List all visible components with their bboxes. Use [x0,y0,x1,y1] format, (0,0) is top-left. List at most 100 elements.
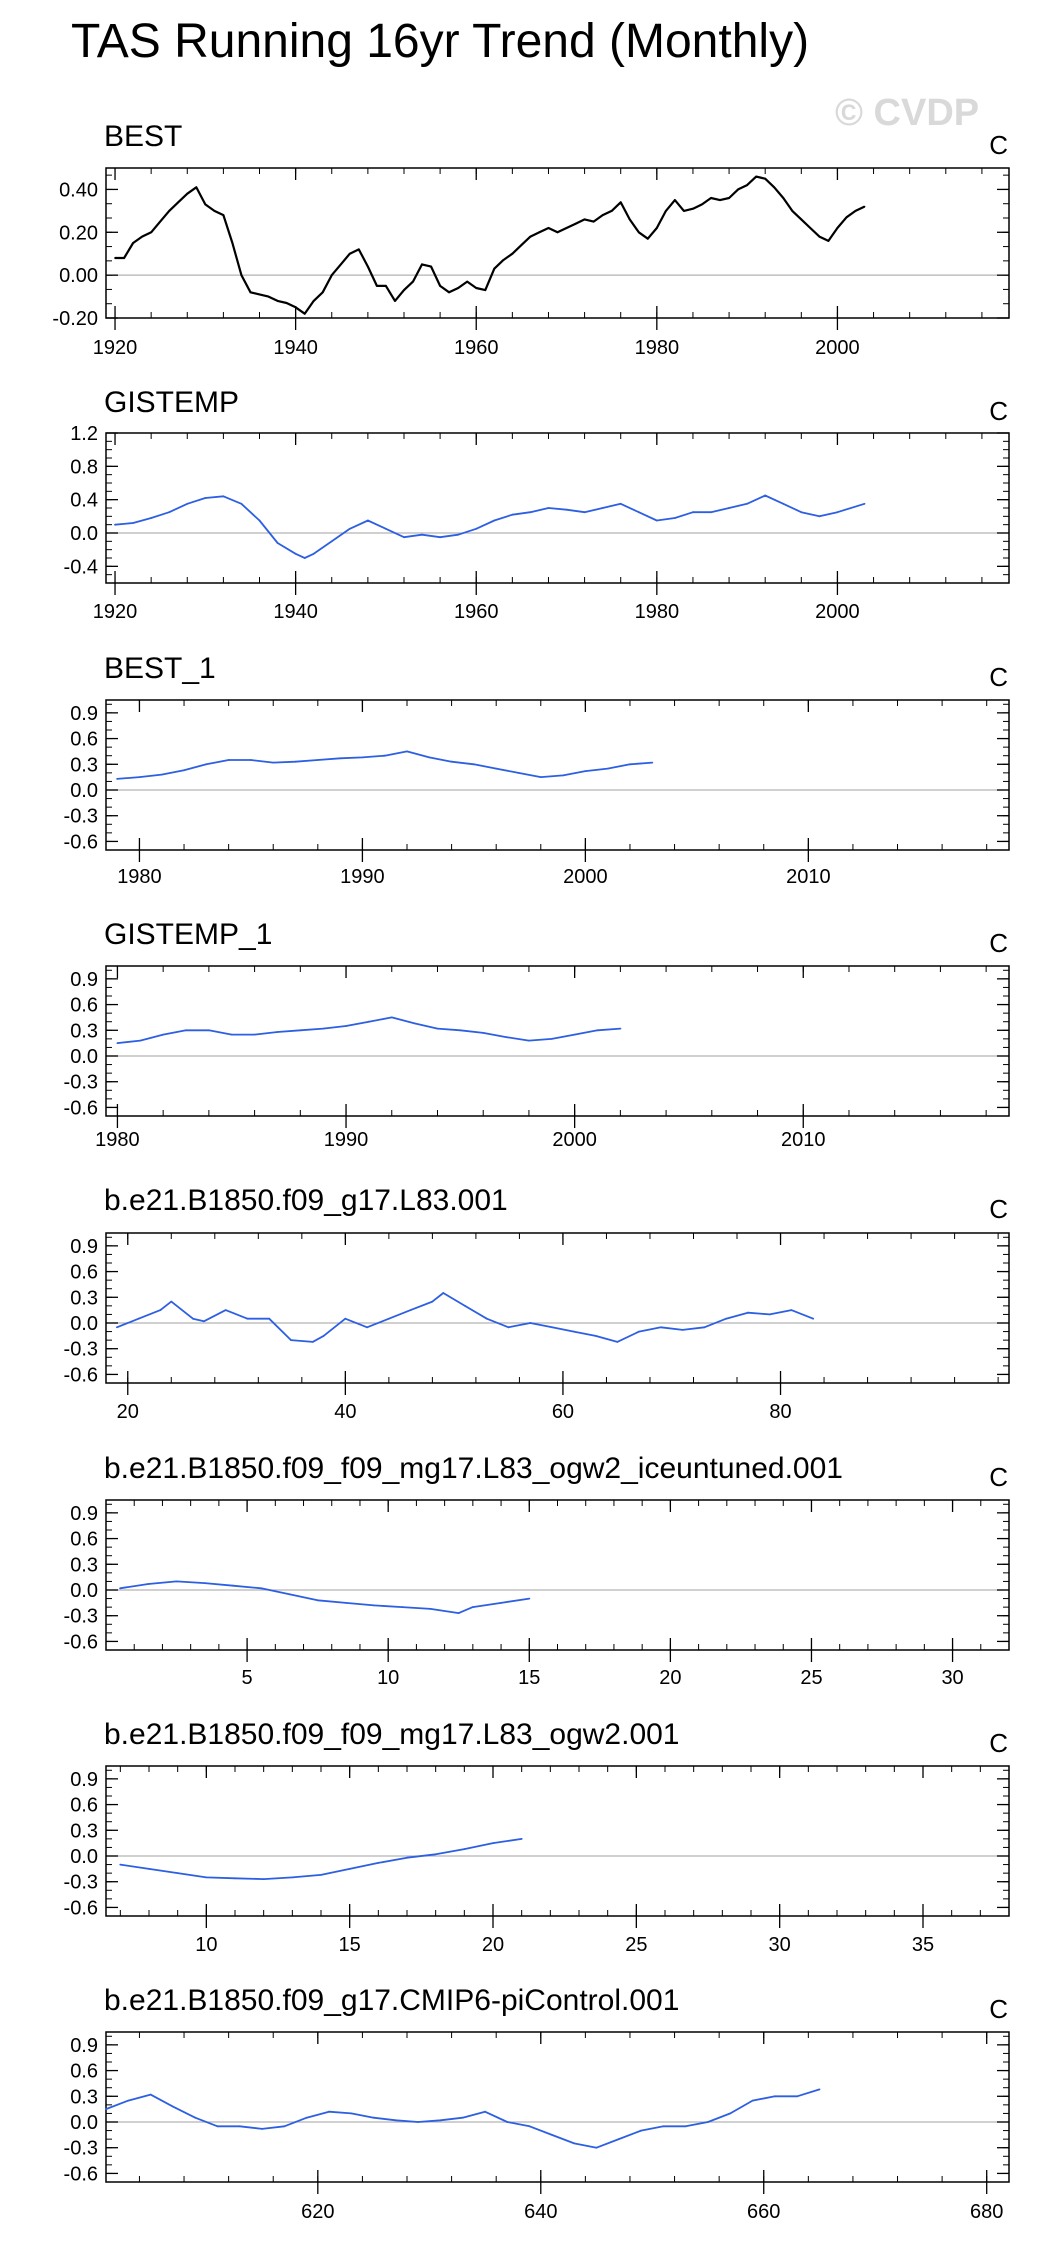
data-point [592,220,595,223]
data-point [417,2121,419,2123]
data-point [529,511,532,514]
data-point [448,291,450,294]
data-point [818,235,821,238]
series-line [115,175,865,315]
data-point [339,263,342,266]
data-point [492,1842,494,1844]
y-tick-label: 0.0 [70,1846,98,1868]
data-point [339,757,341,760]
data-point [222,495,225,498]
data-point [746,184,748,187]
data-point [674,517,676,519]
data-point [114,523,116,526]
data-point [253,1033,256,1036]
panel-title: b.e21.B1850.f09_f09_mg17.L83_ogw2.001 [104,1718,680,1751]
y-tick-label: 0.0 [70,1580,98,1602]
data-point [272,761,275,764]
data-point [260,1587,263,1590]
data-point [105,2108,107,2111]
data-point [312,300,315,302]
data-point [640,2129,642,2132]
data-point [368,1020,370,1023]
data-point [773,186,776,189]
y-tick-label: 0.3 [70,1020,98,1042]
data-point [674,199,676,202]
y-tick-label: -0.3 [64,1872,98,1894]
y-tick-label: 0.9 [70,703,98,725]
chart-panel-7: b.e21.B1850.f09_f09_mg17.L83_ogw2.001 C -0… [64,1718,1010,1956]
y-tick-label: 0.9 [70,1503,98,1525]
data-point [457,1612,460,1614]
chart-panel-6: b.e21.B1850.f09_f09_mg17.L83_ogw2_iceunt… [64,1452,1010,1689]
x-tick-label: 2000 [552,1129,597,1151]
data-point [482,1032,485,1034]
data-point [573,2142,576,2145]
data-point [357,248,360,251]
data-point [395,2119,397,2122]
data-point [500,1602,502,1604]
data-point [394,300,396,302]
data-point [232,1584,234,1587]
data-point [116,778,118,780]
data-point [205,1876,208,1879]
x-tick-label: 1990 [324,1129,369,1151]
x-tick-label: 1980 [95,1129,140,1151]
data-point [547,507,550,509]
series-line [116,1292,814,1343]
data-point [316,1599,319,1602]
data-point [230,1033,233,1036]
data-point [132,242,135,244]
data-point [746,502,748,505]
data-point [646,237,649,240]
x-tick-label: 25 [800,1667,822,1689]
data-point [268,1317,271,1320]
data-point [150,517,153,519]
data-point [845,216,848,219]
data-point [116,1042,119,1044]
data-point [168,511,171,514]
data-point [285,302,288,304]
data-point [728,197,730,199]
data-point [367,519,369,522]
y-tick-label: -0.6 [64,1631,98,1653]
data-point [194,2116,197,2119]
y-tick-label: 0.9 [70,1769,98,1791]
y-tick-label: 0.0 [70,523,98,545]
y-tick-label: -0.3 [64,1606,98,1628]
x-tick-label: 2000 [815,337,860,359]
data-point [283,2125,286,2128]
data-point [227,759,230,761]
panel-title: BEST_1 [104,652,216,685]
data-point [710,197,712,199]
data-point [258,519,261,522]
data-point [594,1335,597,1337]
data-point [520,244,523,247]
data-point [606,767,609,770]
y-tick-label: 0.20 [59,222,98,244]
data-point [258,293,261,296]
data-point [119,1587,121,1590]
y-tick-label: -0.3 [64,1072,98,1094]
data-point [485,1317,488,1320]
y-tick-label: -0.3 [64,2138,98,2160]
data-point [249,291,252,294]
data-point [204,497,207,499]
y-tick-label: 0.3 [70,754,98,776]
data-point [361,756,364,759]
data-point [383,754,386,757]
data-point [809,227,812,229]
data-point [148,1868,150,1870]
data-point [213,210,216,212]
data-point [827,240,830,242]
data-point [186,502,189,505]
data-point [345,1602,347,1604]
data-point [376,285,378,287]
chart-panel-2: GISTEMP C -0.4 0.0 0.4 0.8 1.2 1920 1940 1960 1980… [64,386,1010,623]
series-line [119,1580,530,1614]
x-tick-label: 30 [941,1667,963,1689]
data-point [348,1868,351,1870]
data-point [322,1027,325,1030]
x-tick-label: 5 [242,1667,253,1689]
data-point [312,552,315,555]
